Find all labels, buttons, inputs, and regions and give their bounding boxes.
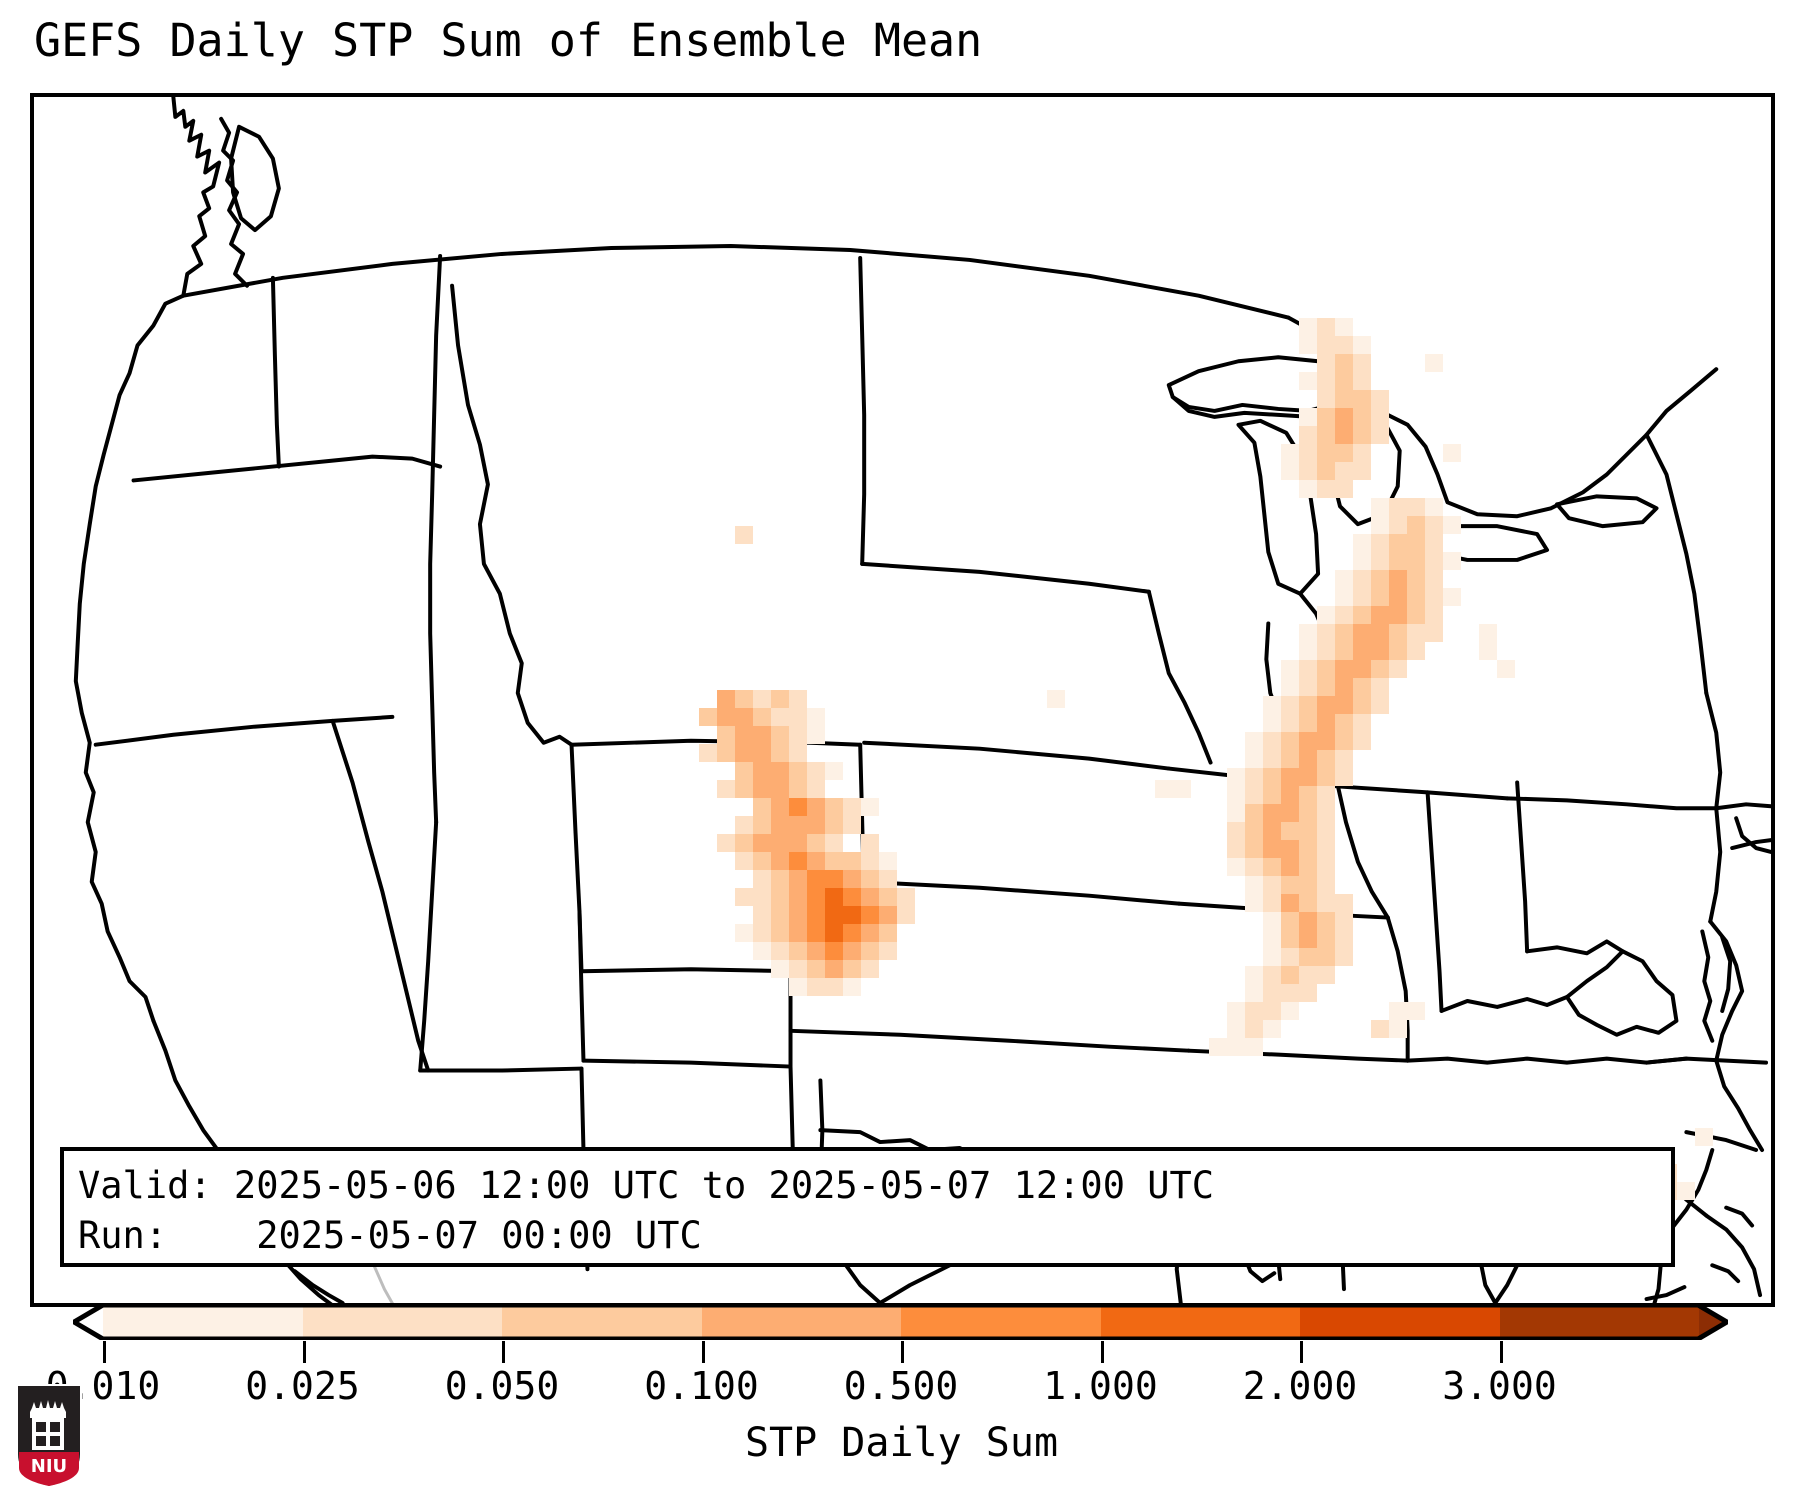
colorbar-tick-label: 0.500 bbox=[843, 1364, 959, 1408]
border-co-north bbox=[579, 959, 867, 974]
logo-windows bbox=[36, 1422, 60, 1446]
colorbar-tick bbox=[901, 1341, 904, 1363]
border-wa-id bbox=[270, 275, 281, 469]
coastline-puget-sound bbox=[219, 116, 250, 288]
us-map-outline bbox=[73, 97, 1771, 1303]
border-id-west bbox=[428, 253, 443, 825]
colorbar-tick bbox=[103, 1341, 106, 1363]
border-nv-ca-south bbox=[330, 718, 431, 1073]
border-co-nm bbox=[581, 1058, 793, 1069]
border-mt-wy bbox=[569, 738, 863, 747]
colorbar-tick-label: 1.000 bbox=[1043, 1364, 1158, 1408]
colorbar-tick bbox=[502, 1341, 505, 1363]
border-pa-ny bbox=[1505, 796, 1719, 811]
border-nc-sc bbox=[1684, 1130, 1759, 1153]
lake-ontario bbox=[1554, 494, 1659, 529]
colorbar-tick-label: 3.000 bbox=[1442, 1364, 1557, 1408]
logo-tower bbox=[30, 1400, 66, 1418]
border-or-ca bbox=[93, 714, 395, 747]
border-ne-ks bbox=[862, 879, 1181, 906]
lake-michigan bbox=[1236, 418, 1321, 596]
border-ut-az bbox=[418, 1066, 584, 1073]
border-ky-tn bbox=[1405, 1056, 1689, 1065]
border-ny-vt-nh bbox=[1704, 691, 1723, 811]
island-vancouver bbox=[229, 124, 281, 233]
delmarva bbox=[1720, 935, 1733, 1013]
florida-keys bbox=[1644, 1285, 1687, 1302]
map-panel: Valid: 2025-05-06 12:00 UTC to 2025-05-0… bbox=[30, 93, 1775, 1307]
lake-erie bbox=[1405, 524, 1550, 562]
state-michigan-lower bbox=[1264, 591, 1337, 733]
logo-text: NIU bbox=[31, 1456, 67, 1477]
colorbar-tick bbox=[302, 1341, 306, 1363]
colorbar-title: STP Daily Sum bbox=[744, 1420, 1059, 1466]
border-mn-wi bbox=[1146, 589, 1213, 765]
valid-run-infobox: Valid: 2025-05-06 12:00 UTC to 2025-05-0… bbox=[60, 1147, 1675, 1267]
colorbar-segment bbox=[1499, 1304, 1700, 1340]
border-sd-ne bbox=[862, 740, 1171, 771]
colorbar-tick-label: 0.050 bbox=[444, 1364, 560, 1408]
border-wa-or bbox=[131, 454, 443, 483]
border-ut-co bbox=[577, 909, 586, 1063]
colorbar-under-arrow bbox=[73, 1304, 103, 1340]
colorbar-tick bbox=[1300, 1341, 1303, 1363]
border-il-wi bbox=[1336, 784, 1510, 801]
border-va-nc bbox=[1644, 1056, 1769, 1065]
colorbar-tick bbox=[1499, 1341, 1503, 1363]
colorbar-segment bbox=[901, 1304, 1102, 1340]
colorbar-segment bbox=[103, 1304, 304, 1340]
niu-logo: NIU bbox=[16, 1384, 82, 1489]
border-id-mt bbox=[450, 283, 574, 747]
border-ny-north bbox=[1644, 432, 1709, 696]
island-bahamas-2 bbox=[1710, 1263, 1741, 1284]
border-ks-ok bbox=[788, 1028, 1191, 1053]
long-island bbox=[1730, 838, 1771, 851]
island-bahamas-1 bbox=[1724, 1205, 1755, 1228]
colorbar-segment bbox=[502, 1304, 703, 1340]
border-il-in bbox=[1425, 790, 1444, 1013]
border-nd-sd bbox=[860, 561, 1151, 594]
state-wv bbox=[1564, 949, 1679, 1037]
border-ia-il bbox=[1336, 784, 1390, 920]
coastline-atlantic-se bbox=[1704, 1213, 1763, 1298]
coastline-baja bbox=[282, 1259, 333, 1303]
colorbar-panel: 0.010 0.025 0.050 0.100 0.500 1.000 2.000 3.000… bbox=[0, 1300, 1803, 1500]
logo-banner bbox=[19, 1452, 79, 1486]
lake-huron-erie bbox=[1322, 412, 1402, 527]
colorbar-over-arrow bbox=[1699, 1304, 1728, 1340]
colorbar-gradient[interactable] bbox=[73, 1304, 1728, 1340]
colorbar-tick-label: 2.000 bbox=[1242, 1364, 1358, 1408]
coastline-pacific-northwest bbox=[73, 97, 222, 1023]
border-mo-ar bbox=[1186, 1048, 1410, 1063]
colorbar-tick-label: 0.025 bbox=[245, 1364, 360, 1408]
border-ia-mn bbox=[1166, 766, 1340, 789]
colorbar-tick bbox=[1100, 1341, 1104, 1363]
colorbar-tick bbox=[701, 1341, 705, 1363]
coastline-atlantic-mid bbox=[1708, 919, 1765, 1153]
colorbar-tick-label: 0.100 bbox=[644, 1364, 759, 1408]
lake-superior bbox=[1166, 355, 1360, 413]
border-canada-49n bbox=[181, 244, 1291, 320]
border-nv-ut bbox=[418, 820, 439, 1073]
border-oh-wv-pa bbox=[1525, 939, 1625, 956]
colorbar-segment bbox=[1300, 1304, 1501, 1340]
colorbar-segment bbox=[701, 1304, 902, 1340]
page-title: GEFS Daily STP Sum of Ensemble Mean bbox=[34, 14, 983, 67]
border-ia-mo bbox=[1176, 901, 1390, 920]
border-wy-east bbox=[858, 742, 867, 964]
colorbar-segment bbox=[302, 1304, 503, 1340]
run-time-line: Run: 2025-05-07 00:00 UTC bbox=[78, 1214, 702, 1257]
border-mt-nd bbox=[858, 255, 867, 566]
baja-peninsula bbox=[292, 1269, 345, 1303]
border-in-ky bbox=[1439, 995, 1569, 1013]
border-pa-east bbox=[1708, 806, 1723, 924]
colorbar-segment bbox=[1100, 1304, 1301, 1340]
valid-time-line: Valid: 2025-05-06 12:00 UTC to 2025-05-0… bbox=[78, 1164, 1215, 1207]
state-ny-new-england bbox=[1714, 802, 1771, 811]
chesapeake-bay bbox=[1700, 929, 1715, 1043]
border-in-oh bbox=[1515, 780, 1530, 954]
border-mo-il bbox=[1385, 915, 1410, 1063]
